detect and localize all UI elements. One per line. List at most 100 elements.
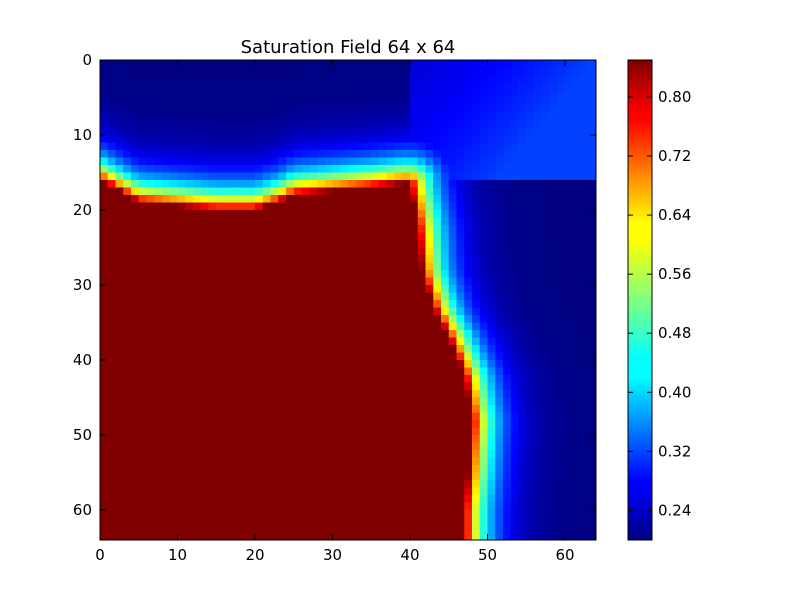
heatmap-cell (363, 270, 372, 278)
heatmap-cell (278, 457, 287, 466)
heatmap-cell (534, 60, 543, 68)
heatmap-cell (154, 135, 163, 143)
heatmap-cell (324, 442, 333, 451)
heatmap-cell (317, 157, 326, 166)
heatmap-cell (262, 97, 271, 106)
heatmap-cell (224, 487, 233, 496)
heatmap-cell (580, 360, 589, 368)
heatmap-cell (138, 442, 147, 451)
heatmap-cell (565, 487, 574, 496)
heatmap-cell (572, 150, 581, 158)
heatmap-cell (169, 247, 178, 256)
heatmap-cell (262, 382, 271, 391)
heatmap-cell (100, 502, 109, 511)
heatmap-cell (278, 262, 287, 271)
heatmap-cell (518, 270, 527, 278)
heatmap-cell (177, 352, 186, 361)
heatmap-cell (224, 405, 233, 413)
heatmap-cell (526, 405, 535, 413)
heatmap-cell (309, 225, 318, 233)
heatmap-cell (410, 277, 419, 286)
heatmap-cell (200, 525, 209, 533)
heatmap-cell (371, 142, 380, 151)
heatmap-cell (495, 262, 504, 271)
heatmap-cell (154, 247, 163, 256)
heatmap-cell (138, 495, 147, 503)
heatmap-cell (200, 225, 209, 233)
heatmap-cell (162, 405, 171, 413)
heatmap-cell (131, 97, 140, 106)
heatmap-cell (549, 277, 558, 286)
heatmap-cell (557, 120, 566, 128)
heatmap-cell (534, 112, 543, 121)
heatmap-cell (580, 225, 589, 233)
heatmap-cell (255, 337, 264, 346)
heatmap-cell (456, 97, 465, 106)
heatmap-cell (371, 127, 380, 136)
heatmap-cell (231, 172, 240, 181)
heatmap-cell (115, 532, 124, 541)
heatmap-cell (317, 345, 326, 353)
heatmap-cell (115, 517, 124, 526)
heatmap-cell (231, 165, 240, 173)
heatmap-cell (262, 105, 271, 113)
heatmap-cell (572, 67, 581, 76)
heatmap-cell (410, 292, 419, 301)
heatmap-cell (208, 465, 217, 473)
heatmap-cell (262, 255, 271, 263)
heatmap-cell (146, 165, 155, 173)
heatmap-cell (464, 67, 473, 76)
heatmap-cell (293, 330, 302, 338)
heatmap-cell (293, 262, 302, 271)
heatmap-cell (162, 517, 171, 526)
heatmap-cell (379, 202, 388, 211)
heatmap-cell (107, 427, 116, 436)
heatmap-cell (588, 105, 597, 113)
heatmap-cell (355, 360, 364, 368)
heatmap-cell (262, 232, 271, 241)
heatmap-cell (588, 142, 597, 151)
heatmap-cell (208, 442, 217, 451)
heatmap-cell (115, 172, 124, 181)
heatmap-cell (557, 232, 566, 241)
heatmap-cell (293, 277, 302, 286)
heatmap-cell (169, 292, 178, 301)
heatmap-cell (293, 157, 302, 166)
heatmap-cell (363, 262, 372, 271)
heatmap-cell (371, 292, 380, 301)
heatmap-cell (324, 457, 333, 466)
heatmap-cell (301, 75, 310, 83)
heatmap-cell (526, 532, 535, 541)
heatmap-cell (340, 127, 349, 136)
heatmap-cell (115, 397, 124, 406)
heatmap-cell (386, 397, 395, 406)
heatmap-cell (317, 262, 326, 271)
heatmap-cell (270, 450, 279, 458)
heatmap-cell (270, 232, 279, 241)
heatmap-cell (503, 195, 512, 203)
heatmap-cell (441, 105, 450, 113)
heatmap-cell (410, 217, 419, 226)
heatmap-cell (224, 307, 233, 316)
heatmap-cell (286, 195, 295, 203)
heatmap-cell (518, 352, 527, 361)
heatmap-cell (557, 517, 566, 526)
heatmap-cell (309, 127, 318, 136)
heatmap-cell (433, 247, 442, 256)
heatmap-cell (208, 165, 217, 173)
heatmap-cell (231, 120, 240, 128)
heatmap-cell (278, 532, 287, 541)
heatmap-cell (340, 255, 349, 263)
heatmap-cell (146, 75, 155, 83)
heatmap-cell (472, 202, 481, 211)
heatmap-cell (526, 217, 535, 226)
heatmap-cell (534, 390, 543, 398)
heatmap-cell (479, 495, 488, 503)
heatmap-cell (231, 337, 240, 346)
heatmap-cell (270, 352, 279, 361)
heatmap-cell (503, 217, 512, 226)
heatmap-cell (534, 165, 543, 173)
heatmap-cell (379, 150, 388, 158)
heatmap-cell (115, 97, 124, 106)
heatmap-cell (572, 412, 581, 421)
